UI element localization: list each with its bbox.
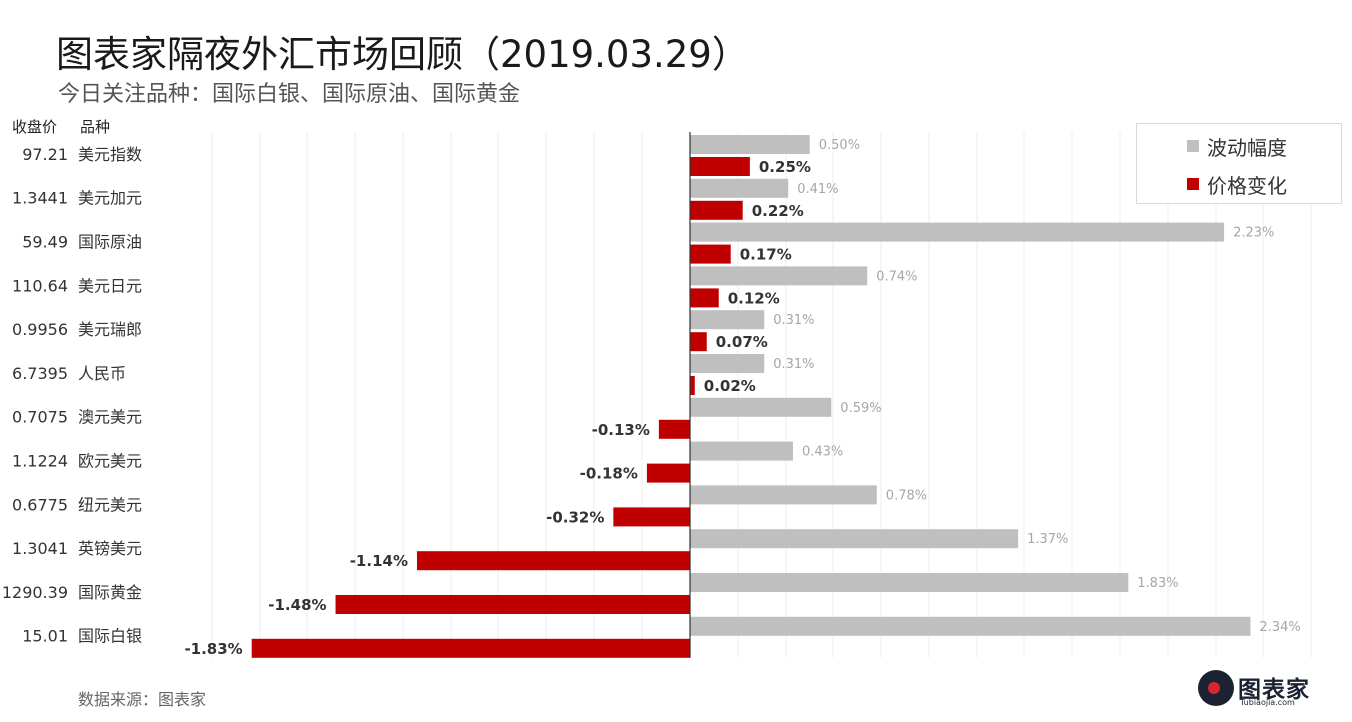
logo-subtext: Tubiaojia.com [1240,698,1295,707]
volatility-bar [690,354,765,373]
price-change-bar [613,507,690,527]
category-label: 澳元美元 [78,408,142,427]
source-note: 数据来源：图表家 [78,690,207,709]
volatility-data-label: 2.23% [1233,226,1274,241]
volatility-data-label: 1.83% [1137,576,1178,591]
category-label: 人民币 [78,364,126,383]
price-change-bar [690,200,743,220]
close-price-label: 0.7075 [12,408,68,427]
close-price-label: 1.3441 [12,189,68,208]
volatility-data-label: 0.31% [773,357,814,372]
price-change-bar [690,376,695,395]
close-price-label: 1.3041 [12,539,68,558]
logo-icon [1198,670,1234,706]
volatility-bar [690,310,765,330]
price-change-data-label: 0.22% [752,202,804,220]
volatility-data-label: 2.34% [1259,620,1300,635]
category-label: 美元指数 [78,145,142,164]
close-price-label: 15.01 [22,627,68,646]
category-label: 国际原油 [78,233,142,252]
price-change-data-label: 0.17% [740,246,792,264]
price-change-bar [690,332,707,352]
volatility-data-label: 0.59% [840,401,881,416]
category-label: 欧元美元 [78,452,142,471]
close-price-label: 110.64 [12,276,68,295]
volatility-bar [690,222,1225,242]
category-label: 美元加元 [78,189,142,208]
brand-logo: 图表家 Tubiaojia.com [1198,670,1324,714]
page-title: 图表家隔夜外汇市场回顾（2019.03.29） [56,33,749,76]
close-price-label: 0.6775 [12,495,68,514]
volatility-data-label: 0.50% [819,138,860,153]
volatility-bar [690,616,1251,636]
volatility-bar [690,485,877,505]
price-change-data-label: 0.07% [716,333,768,351]
page-subtitle: 今日关注品种：国际白银、国际原油、国际黄金 [58,82,521,107]
logo-text: 图表家 [1238,677,1310,703]
volatility-data-label: 0.31% [773,313,814,328]
price-change-data-label: -0.18% [580,465,638,483]
close-price-label: 6.7395 [12,364,68,383]
price-change-bar [416,551,690,571]
legend-swatch-volatility [1187,140,1199,152]
volatility-bar [690,397,832,417]
category-label: 美元瑞郎 [78,320,142,339]
price-change-data-label: 0.25% [759,158,811,176]
price-change-data-label: -0.32% [546,508,604,526]
volatility-data-label: 1.37% [1027,532,1068,547]
close-price-label: 1.1224 [12,452,68,471]
close-price-label: 59.49 [22,233,68,252]
close-price-label: 0.9956 [12,320,68,339]
legend-swatch-price-change [1187,178,1199,190]
volatility-bar [690,529,1019,549]
volatility-data-label: 0.74% [876,269,917,284]
price-change-data-label: 0.12% [728,289,780,307]
volatility-data-label: 0.41% [797,182,838,197]
legend-label-volatility: 波动幅度 [1207,136,1287,160]
close-price-label: 97.21 [22,145,68,164]
volatility-bar [690,178,789,198]
close-price-label: 1290.39 [2,583,68,602]
price-change-bar [251,638,690,658]
category-label: 英镑美元 [78,539,142,558]
volatility-bar [690,135,810,154]
category-label: 国际白银 [78,627,142,646]
volatility-bar [690,441,793,461]
price-change-bar [658,419,690,439]
price-change-bar [690,244,731,264]
price-change-data-label: -0.13% [592,421,650,439]
category-label: 美元日元 [78,276,142,295]
volatility-data-label: 0.78% [886,488,927,503]
volatility-bar [690,266,868,286]
price-column-header: 收盘价 [12,118,58,136]
category-label: 纽元美元 [78,495,142,514]
price-change-bar [690,157,750,176]
legend-label-price-change: 价格变化 [1207,174,1287,198]
name-column-header: 品种 [80,118,111,136]
price-change-data-label: -1.48% [268,596,326,614]
price-change-bar [646,463,690,483]
price-change-bar [335,595,690,614]
category-label: 国际黄金 [78,583,142,602]
legend: 波动幅度 价格变化 [1136,123,1342,204]
price-change-data-label: -1.14% [350,552,408,570]
volatility-bar [690,573,1129,592]
price-change-data-label: -1.83% [184,640,242,658]
volatility-data-label: 0.43% [802,445,843,460]
price-change-data-label: 0.02% [704,377,756,395]
price-change-bar [690,288,719,308]
